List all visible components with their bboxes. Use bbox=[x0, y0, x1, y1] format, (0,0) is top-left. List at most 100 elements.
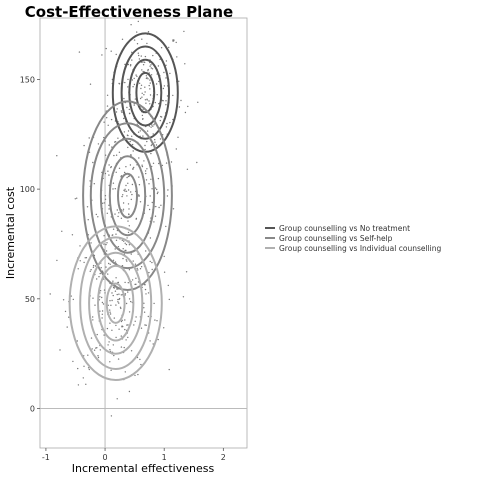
y-tick-label: 0 bbox=[30, 405, 35, 414]
legend-label-series-3: Group counselling vs Individual counsell… bbox=[279, 244, 441, 253]
data-point-series-1 bbox=[149, 79, 151, 81]
data-point-series-1 bbox=[166, 95, 169, 97]
data-point-series-1 bbox=[162, 87, 165, 90]
data-point-series-1 bbox=[125, 166, 127, 168]
data-point-series-1 bbox=[108, 144, 111, 146]
data-point-series-3 bbox=[103, 289, 106, 291]
data-point-series-2 bbox=[114, 188, 117, 190]
data-point-series-2 bbox=[123, 240, 125, 242]
data-point-series-1 bbox=[136, 31, 138, 33]
data-point-series-3 bbox=[99, 349, 102, 351]
data-point-series-1 bbox=[106, 117, 108, 119]
data-point-series-3 bbox=[156, 320, 158, 322]
data-point-series-3 bbox=[120, 335, 123, 337]
data-point-series-2 bbox=[149, 103, 151, 105]
data-point-series-3 bbox=[139, 358, 141, 361]
data-point-series-2 bbox=[127, 282, 129, 284]
data-point-series-2 bbox=[138, 176, 140, 178]
data-point-series-2 bbox=[120, 175, 123, 177]
density-contours bbox=[68, 32, 179, 382]
data-point-series-1 bbox=[175, 148, 177, 150]
data-point-series-2 bbox=[126, 195, 128, 197]
data-point-series-3 bbox=[110, 304, 112, 306]
data-point-series-1 bbox=[165, 100, 167, 102]
data-point-series-1 bbox=[151, 68, 154, 70]
data-point-series-2 bbox=[122, 208, 125, 210]
data-point-series-1 bbox=[150, 64, 152, 66]
data-point-series-3 bbox=[157, 338, 159, 341]
data-point-series-3 bbox=[83, 365, 85, 367]
data-point-series-2 bbox=[163, 255, 165, 258]
data-point-series-3 bbox=[109, 263, 111, 265]
data-point-series-2 bbox=[92, 266, 95, 268]
data-point-series-3 bbox=[135, 316, 137, 318]
data-point-series-1 bbox=[138, 58, 141, 60]
data-point-series-2 bbox=[105, 250, 108, 252]
data-point-series-2 bbox=[145, 172, 147, 175]
data-point-series-3 bbox=[99, 310, 101, 312]
data-point-series-1 bbox=[130, 24, 132, 26]
data-point-series-3 bbox=[112, 259, 115, 261]
data-point-series-3 bbox=[127, 324, 129, 326]
data-point-series-3 bbox=[137, 269, 139, 271]
data-point-series-1 bbox=[152, 54, 154, 57]
data-point-series-2 bbox=[122, 202, 125, 204]
data-point-series-3 bbox=[125, 259, 127, 261]
data-point-series-3 bbox=[114, 248, 116, 250]
data-point-series-1 bbox=[146, 130, 149, 132]
data-point-series-3 bbox=[134, 320, 136, 322]
data-point-series-2 bbox=[117, 137, 119, 139]
data-point-series-3 bbox=[87, 367, 90, 369]
data-point-series-1 bbox=[140, 84, 143, 87]
data-point-series-2 bbox=[74, 198, 77, 200]
data-point-series-2 bbox=[122, 194, 124, 196]
data-point-series-1 bbox=[118, 83, 121, 85]
data-point-series-1 bbox=[163, 85, 166, 87]
data-point-series-1 bbox=[142, 70, 144, 73]
data-point-series-1 bbox=[169, 72, 171, 75]
data-point-series-2 bbox=[160, 204, 162, 206]
data-point-series-1 bbox=[172, 94, 174, 97]
data-point-series-1 bbox=[138, 184, 141, 186]
data-point-series-3 bbox=[118, 297, 121, 300]
data-point-series-2 bbox=[128, 244, 131, 246]
data-point-series-1 bbox=[138, 54, 140, 57]
y-tick-label: 100 bbox=[20, 185, 35, 194]
data-point-series-1 bbox=[176, 56, 178, 58]
data-point-series-1 bbox=[148, 84, 150, 87]
data-point-series-1 bbox=[159, 138, 162, 140]
data-point-series-3 bbox=[120, 346, 123, 348]
data-point-series-1 bbox=[184, 111, 187, 114]
data-point-series-1 bbox=[160, 115, 162, 118]
data-point-series-3 bbox=[121, 239, 124, 241]
data-point-series-3 bbox=[77, 367, 79, 370]
x-tick-label: 2 bbox=[221, 453, 226, 462]
data-point-series-1 bbox=[159, 58, 161, 61]
data-point-series-2 bbox=[87, 219, 89, 221]
data-point-series-1 bbox=[115, 53, 117, 56]
data-point-series-2 bbox=[123, 131, 126, 133]
data-point-series-3 bbox=[128, 208, 130, 210]
data-point-series-1 bbox=[131, 135, 133, 137]
data-point-series-3 bbox=[128, 298, 131, 300]
data-point-series-3 bbox=[124, 281, 126, 284]
data-point-series-2 bbox=[118, 151, 121, 153]
data-point-series-2 bbox=[107, 124, 109, 127]
data-point-series-3 bbox=[82, 377, 85, 379]
data-point-series-1 bbox=[120, 110, 123, 112]
data-point-series-3 bbox=[135, 283, 137, 285]
data-point-series-2 bbox=[141, 164, 143, 166]
data-point-series-3 bbox=[124, 319, 126, 321]
data-point-series-2 bbox=[115, 171, 117, 173]
data-point-series-2 bbox=[154, 187, 157, 189]
data-point-series-3 bbox=[85, 257, 88, 259]
data-point-series-3 bbox=[118, 328, 120, 330]
data-point-series-3 bbox=[118, 293, 120, 295]
data-point-series-1 bbox=[121, 38, 124, 40]
data-point-series-3 bbox=[105, 266, 107, 268]
data-point-series-1 bbox=[138, 157, 140, 159]
contour-series-3-level-3 bbox=[88, 251, 144, 355]
data-point-series-1 bbox=[196, 161, 198, 164]
data-point-series-3 bbox=[126, 324, 128, 326]
